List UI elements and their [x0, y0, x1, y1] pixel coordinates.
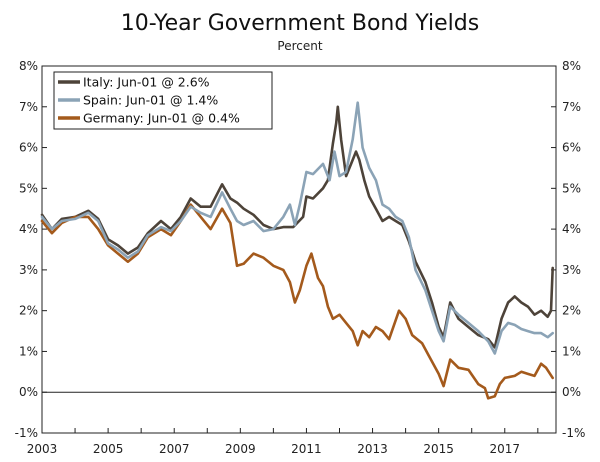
y-tick-label-right: -1%	[562, 426, 585, 440]
x-axis: 2003 2005 2007 2009 2011 2013 2015 2017	[27, 428, 539, 456]
y-tick-label-right: 8%	[562, 59, 581, 73]
y-tick-label-left: 0%	[19, 385, 38, 399]
x-tick-label: 2017	[489, 442, 520, 456]
legend-label-spain: Spain: Jun-01 @ 1.4%	[83, 93, 218, 108]
series-lines	[40, 101, 554, 400]
y-tick-label-right: 7%	[562, 100, 581, 114]
y-tick-label-left: 2%	[19, 304, 38, 318]
x-tick-label: 2007	[159, 442, 190, 456]
legend-box	[53, 71, 273, 130]
legend: Italy: Jun-01 @ 2.6% Spain: Jun-01 @ 1.4…	[53, 71, 273, 130]
chart-subtitle: Percent	[277, 39, 322, 53]
y-tick-label-right: 2%	[562, 304, 581, 318]
y-tick-label-left: 1%	[19, 344, 38, 358]
y-tick-label-left: 7%	[19, 100, 38, 114]
series-line-germany	[40, 203, 554, 400]
y-tick-label-right: 6%	[562, 141, 581, 155]
y-axis-right: -1% 0% 1% 2% 3% 4% 5% 6% 7% 8%	[551, 59, 585, 440]
y-tick-label-left: -1%	[15, 426, 38, 440]
x-tick-label: 2011	[291, 442, 322, 456]
y-tick-label-left: 8%	[19, 59, 38, 73]
plot-area-frame	[41, 65, 557, 434]
y-axis-left: -1% 0% 1% 2% 3% 4% 5% 6% 7% 8%	[15, 59, 47, 440]
series-line-spain	[40, 101, 554, 355]
y-tick-label-right: 0%	[562, 385, 581, 399]
y-tick-label-right: 5%	[562, 181, 581, 195]
x-tick-label: 2005	[93, 442, 124, 456]
series-line-italy	[40, 105, 554, 349]
x-tick-label: 2013	[357, 442, 388, 456]
y-tick-label-right: 4%	[562, 222, 581, 236]
legend-label-germany: Germany: Jun-01 @ 0.4%	[83, 111, 240, 126]
y-tick-label-right: 3%	[562, 263, 581, 277]
y-tick-label-left: 4%	[19, 222, 38, 236]
x-tick-label: 2009	[225, 442, 256, 456]
x-tick-label: 2015	[423, 442, 454, 456]
y-tick-label-left: 6%	[19, 141, 38, 155]
y-tick-label-left: 3%	[19, 263, 38, 277]
chart-title: 10-Year Government Bond Yields	[121, 11, 479, 36]
x-tick-label: 2003	[27, 442, 58, 456]
y-tick-label-left: 5%	[19, 181, 38, 195]
y-tick-label-right: 1%	[562, 344, 581, 358]
legend-label-italy: Italy: Jun-01 @ 2.6%	[83, 75, 210, 90]
